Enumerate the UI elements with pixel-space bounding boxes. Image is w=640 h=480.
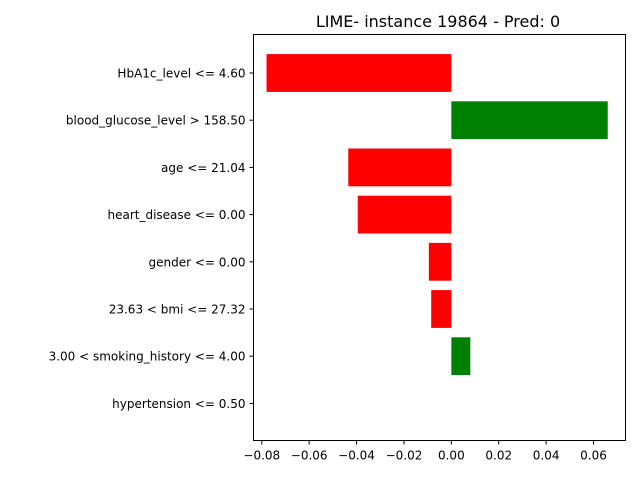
bar <box>428 242 452 281</box>
bar <box>451 337 471 376</box>
x-tick-label: −0.06 <box>291 449 328 463</box>
bars-group <box>266 54 608 376</box>
x-tick-label: −0.02 <box>386 449 423 463</box>
y-tick-label: HbA1c_level <= 4.60 <box>117 67 245 81</box>
y-tick-label: age <= 21.04 <box>161 161 245 175</box>
x-tick-label: 0.04 <box>533 449 560 463</box>
x-tick-label: −0.04 <box>338 449 375 463</box>
x-tick-label: −0.08 <box>243 449 280 463</box>
y-tick-label: blood_glucose_level > 158.50 <box>66 114 246 128</box>
x-tick-label: 0.06 <box>580 449 607 463</box>
y-tick-label: 3.00 < smoking_history <= 4.00 <box>49 350 246 364</box>
y-tick-label: hypertension <= 0.50 <box>112 397 245 411</box>
y-tick-label: 23.63 < bmi <= 27.32 <box>109 303 246 317</box>
bar <box>266 54 452 92</box>
x-tick-label: 0.00 <box>438 449 465 463</box>
x-tick-label: 0.02 <box>485 449 512 463</box>
y-tick-label: gender <= 0.00 <box>149 255 246 269</box>
bar <box>451 101 608 140</box>
y-axis-ticks: HbA1c_level <= 4.60 blood_glucose_level >… <box>49 67 254 411</box>
x-axis-ticks: −0.08 −0.06 −0.04 −0.02 0.00 0.02 0.04 0.06 <box>243 440 607 463</box>
bar <box>348 148 452 187</box>
chart-title: LIME- instance 19864 - Pred: 0 <box>316 12 560 31</box>
bar <box>357 195 452 234</box>
y-tick-label: heart_disease <= 0.00 <box>107 208 245 222</box>
bar <box>431 290 452 328</box>
plot-frame <box>253 34 626 441</box>
